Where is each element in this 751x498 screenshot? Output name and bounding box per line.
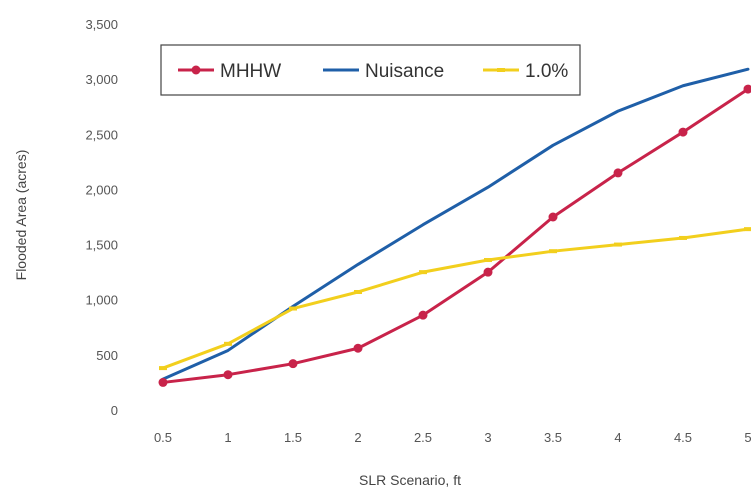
x-tick-label: 2.5 [414, 430, 432, 445]
y-tick-label: 1,000 [85, 293, 118, 308]
data-point [353, 343, 363, 353]
data-point [223, 370, 233, 380]
data-point [614, 242, 622, 247]
series-lines [161, 67, 750, 384]
y-axis-title: Flooded Area (acres) [13, 150, 29, 281]
x-tick-label: 1.5 [284, 430, 302, 445]
y-tick-label: 1,500 [85, 238, 118, 253]
x-tick-label: 0.5 [154, 430, 172, 445]
data-point [613, 168, 623, 178]
series-markers [158, 84, 751, 387]
legend-label: Nuisance [365, 61, 444, 82]
x-tick-label: 3.5 [544, 430, 562, 445]
y-tick-label: 0 [111, 403, 118, 418]
data-point [418, 310, 428, 320]
y-tick-label: 2,000 [85, 182, 118, 197]
data-point [419, 270, 427, 275]
legend-items: MHHW Nuisance 1.0% [178, 61, 568, 82]
y-tick-label: 3,500 [85, 17, 118, 32]
legend-marker [191, 65, 201, 75]
data-point [288, 359, 298, 369]
data-point [159, 366, 167, 371]
data-point [484, 258, 492, 263]
x-axis-ticks: 0.5 1 1.5 2 2.5 3 3.5 4 4.5 5 [154, 430, 751, 445]
x-tick-label: 5 [744, 430, 751, 445]
series-line [161, 67, 750, 381]
data-point [354, 289, 362, 294]
series-line [161, 227, 750, 370]
data-point [548, 212, 558, 222]
legend: MHHW Nuisance 1.0% [160, 44, 581, 96]
series-line [161, 87, 750, 384]
y-axis-ticks: 0 500 1,000 1,500 2,000 2,500 3,000 3,500 [85, 17, 118, 418]
y-tick-label: 2,500 [85, 127, 118, 142]
x-tick-label: 4 [614, 430, 621, 445]
data-point [224, 341, 232, 346]
data-point [549, 249, 557, 254]
data-point [678, 127, 688, 137]
legend-label: 1.0% [525, 61, 568, 82]
y-tick-label: 500 [96, 348, 118, 363]
x-tick-label: 3 [484, 430, 491, 445]
y-tick-label: 3,000 [85, 72, 118, 87]
data-point [679, 235, 687, 240]
x-tick-label: 2 [354, 430, 361, 445]
data-point [158, 377, 168, 387]
legend-marker [497, 68, 505, 72]
data-point [743, 84, 751, 94]
x-tick-label: 1 [224, 430, 231, 445]
x-axis-title: SLR Scenario, ft [359, 472, 461, 488]
data-point [744, 227, 751, 232]
x-tick-label: 4.5 [674, 430, 692, 445]
data-point [483, 267, 493, 277]
data-point [289, 306, 297, 311]
legend-label: MHHW [220, 61, 281, 82]
